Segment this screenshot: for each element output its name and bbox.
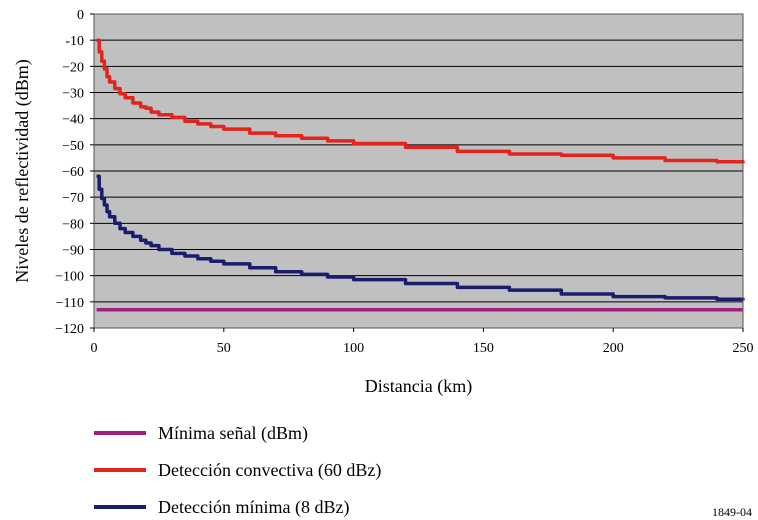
y-tick-label: −100 [55,270,84,285]
x-tick-label: 200 [603,341,624,356]
y-tick-label: −80 [62,217,84,232]
series-line-2 [96,38,745,164]
y-axis-label: Niveles de reflectividad (dBm) [12,59,33,282]
y-tick-label: −20 [62,60,84,75]
legend: Mínima señal (dBm) Detección convectiva (… [94,423,381,518]
y-tick-labels: 0 -10 −20 −30 −40 −50 −60 −70 −80 −90 −100 −110 −120 [55,8,94,337]
y-tick-label: -10 [65,34,84,49]
x-tick-labels: 0 50 100 150 200 250 [91,328,754,356]
y-tick-label: −30 [62,87,84,102]
legend-label: Mínima señal (dBm) [158,423,308,444]
y-tick-label: −60 [62,165,84,180]
x-tick-label: 50 [217,341,231,356]
y-tick-label: −70 [62,191,84,206]
figure-id: 1849-04 [712,505,752,519]
x-axis-label: Distancia (km) [365,376,472,397]
y-tick-label: −50 [62,139,84,154]
x-tick-label: 0 [91,341,98,356]
series-layer [96,38,745,312]
y-tick-label: 0 [77,8,84,23]
x-tick-label: 250 [733,341,754,356]
y-tick-label: −120 [55,322,84,337]
legend-label: Detección mínima (8 dBz) [158,497,349,518]
gridlines [94,13,743,329]
y-tick-label: −110 [56,296,84,311]
x-tick-label: 100 [343,341,364,356]
legend-label: Detección convectiva (60 dBz) [158,460,381,481]
x-tick-label: 150 [473,341,494,356]
y-tick-label: −90 [62,244,84,259]
y-tick-label: −40 [62,113,84,128]
series-line-3 [96,174,745,301]
